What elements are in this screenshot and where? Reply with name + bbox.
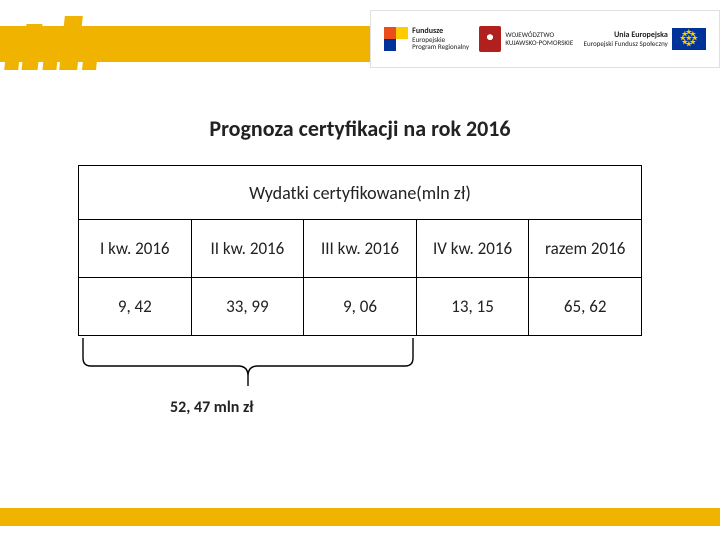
forecast-table: Wydatki certyfikowane(mln zł) I kw. 2016… [78,165,642,336]
col-header: IV kw. 2016 [416,220,529,278]
woj-line2: KUJAWSKO-POMORSKIE [505,38,573,47]
col-header: II kw. 2016 [191,220,304,278]
ue-sub: Europejski Fundusz Społeczny [584,39,668,48]
buildings-graphic [0,6,110,76]
table-header-span: Wydatki certyfikowane(mln zł) [79,166,642,220]
brace-label: 52, 47 mln zł [170,398,254,417]
col-header: III kw. 2016 [304,220,417,278]
logo-fundusze: Fundusze Europejskie Program Regionalny [384,27,469,51]
cell-value: 33, 99 [191,278,304,336]
cell-value: 65, 62 [529,278,642,336]
logo-wojewodztwo: WOJEWÓDZTWO KUJAWSKO-POMORSKIE [479,26,573,52]
cell-value: 9, 06 [304,278,417,336]
fe-sub2: Program Regionalny [412,42,469,51]
brace-icon [78,336,418,396]
col-header: I kw. 2016 [79,220,192,278]
col-header: razem 2016 [529,220,642,278]
fe-icon [384,27,408,51]
eu-flag-icon [672,28,706,50]
page-title: Prognoza certyfikacji na rok 2016 [0,115,720,142]
eagle-icon [479,26,501,52]
bottom-accent-band [0,508,720,526]
cell-value: 13, 15 [416,278,529,336]
header-logo-strip: Fundusze Europejskie Program Regionalny … [370,10,720,68]
logo-ue: Unia Europejska Europejski Fundusz Społe… [584,28,706,50]
cell-value: 9, 42 [79,278,192,336]
